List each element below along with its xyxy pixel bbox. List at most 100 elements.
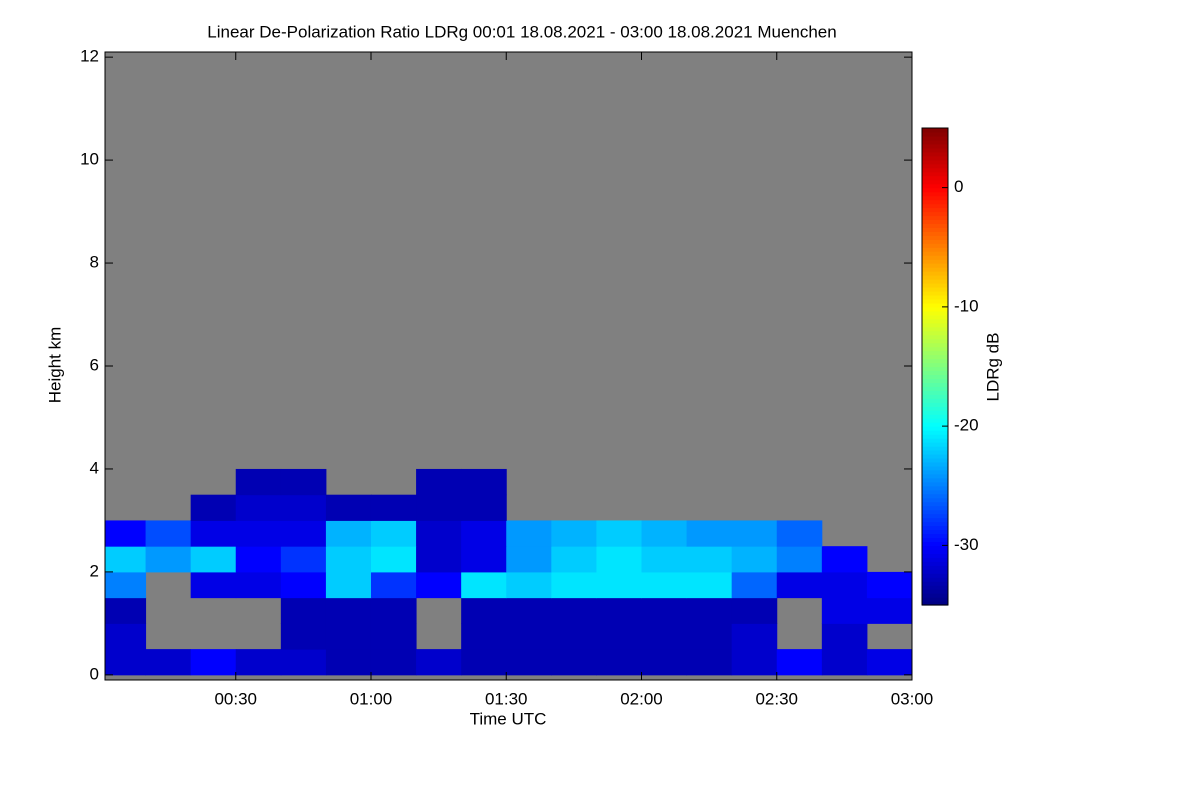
colorbar-frame xyxy=(921,127,949,606)
colorbar-step xyxy=(922,203,948,209)
heatmap-cell xyxy=(731,546,778,573)
heatmap-cell xyxy=(190,546,237,573)
colorbar-step xyxy=(922,553,948,558)
heatmap-cell xyxy=(280,597,327,624)
heatmap-cell xyxy=(325,597,372,624)
colorbar-step xyxy=(922,294,948,300)
heatmap-cell xyxy=(596,571,642,599)
colorbar-step xyxy=(922,465,948,471)
colorbar-step xyxy=(922,179,948,185)
colorbar-step xyxy=(922,386,948,391)
y-tick-label: 2 xyxy=(90,561,99,580)
heatmap-cell xyxy=(686,571,733,599)
heatmap-cell xyxy=(325,494,372,521)
heatmap-cell xyxy=(325,623,372,650)
colorbar-step xyxy=(922,275,948,280)
colorbar-step xyxy=(922,259,948,264)
colorbar-step xyxy=(922,430,948,435)
heatmap-cell xyxy=(551,597,597,624)
colorbar-step xyxy=(922,147,948,153)
heatmap-cell xyxy=(731,520,778,547)
heatmap-cell xyxy=(235,571,282,599)
colorbar-step xyxy=(922,569,948,574)
colorbar-step xyxy=(922,414,948,419)
heatmap-cell xyxy=(821,623,868,650)
colorbar-step xyxy=(922,287,948,292)
heatmap-cell xyxy=(190,494,237,521)
heatmap-cell xyxy=(416,546,462,573)
colorbar-step xyxy=(922,255,948,260)
colorbar-step xyxy=(922,537,948,542)
x-tick-label: 00:30 xyxy=(214,689,257,708)
heatmap-cell xyxy=(280,468,327,496)
colorbar-step xyxy=(922,505,948,511)
colorbar-step xyxy=(922,314,948,320)
colorbar-step xyxy=(922,545,948,550)
heatmap-cell xyxy=(686,623,733,650)
heatmap-cell xyxy=(325,520,372,547)
heatmap-cell xyxy=(145,649,192,676)
colorbar-step xyxy=(922,231,948,236)
y-axis-label: Height km xyxy=(45,327,64,404)
colorbar-step xyxy=(922,338,948,344)
heatmap-cell xyxy=(416,649,462,676)
heatmap xyxy=(105,468,912,676)
heatmap-cell xyxy=(105,520,147,547)
heatmap-cell xyxy=(776,571,823,599)
heatmap-cell xyxy=(641,546,688,573)
colorbar-step xyxy=(922,298,948,304)
colorbar-step xyxy=(922,406,948,411)
heatmap-cell xyxy=(641,571,688,599)
colorbar-step xyxy=(922,251,948,256)
heatmap-cell xyxy=(280,520,327,547)
heatmap-cell xyxy=(370,546,417,573)
colorbar-step xyxy=(922,589,948,594)
y-tick-label: 8 xyxy=(90,253,99,272)
colorbar-step xyxy=(922,453,948,459)
heatmap-cell xyxy=(551,649,597,676)
heatmap-cell xyxy=(731,571,778,599)
heatmap-cell xyxy=(776,649,823,676)
colorbar-step xyxy=(922,346,948,352)
colorbar-step xyxy=(922,501,948,507)
colorbar-step xyxy=(922,601,948,606)
colorbar-step xyxy=(922,442,948,447)
colorbar-step xyxy=(922,446,948,451)
colorbar-step xyxy=(922,362,948,368)
heatmap-cell xyxy=(235,546,282,573)
colorbar-step xyxy=(922,342,948,348)
heatmap-cell xyxy=(506,597,552,624)
colorbar-step xyxy=(922,318,948,324)
colorbar-step xyxy=(922,457,948,463)
heatmap-cell xyxy=(821,597,868,624)
heatmap-cell xyxy=(641,597,688,624)
colorbar-step xyxy=(922,394,948,399)
heatmap-cell xyxy=(686,546,733,573)
colorbar-step xyxy=(922,473,948,479)
heatmap-cell xyxy=(280,623,327,650)
x-tick-label: 03:00 xyxy=(891,689,934,708)
colorbar-step xyxy=(922,143,948,149)
heatmap-cell xyxy=(686,597,733,624)
heatmap-cell xyxy=(506,520,552,547)
colorbar-step xyxy=(922,410,948,415)
colorbar-step xyxy=(922,334,948,340)
heatmap-cell xyxy=(235,468,282,496)
heatmap-cell xyxy=(280,494,327,521)
heatmap-cell xyxy=(370,623,417,650)
heatmap-cell xyxy=(370,494,417,521)
colorbar-step xyxy=(922,131,948,137)
heatmap-cell xyxy=(461,546,507,573)
colorbar-step xyxy=(922,267,948,272)
colorbar-step xyxy=(922,243,948,248)
x-tick-label: 02:30 xyxy=(755,689,798,708)
heatmap-cell xyxy=(821,649,868,676)
heatmap-cell xyxy=(190,649,237,676)
colorbar-step xyxy=(922,223,948,228)
heatmap-cell xyxy=(506,649,552,676)
colorbar-step xyxy=(922,330,948,336)
colorbar-step xyxy=(922,219,948,224)
colorbar-step xyxy=(922,271,948,276)
heatmap-cell xyxy=(416,571,462,599)
